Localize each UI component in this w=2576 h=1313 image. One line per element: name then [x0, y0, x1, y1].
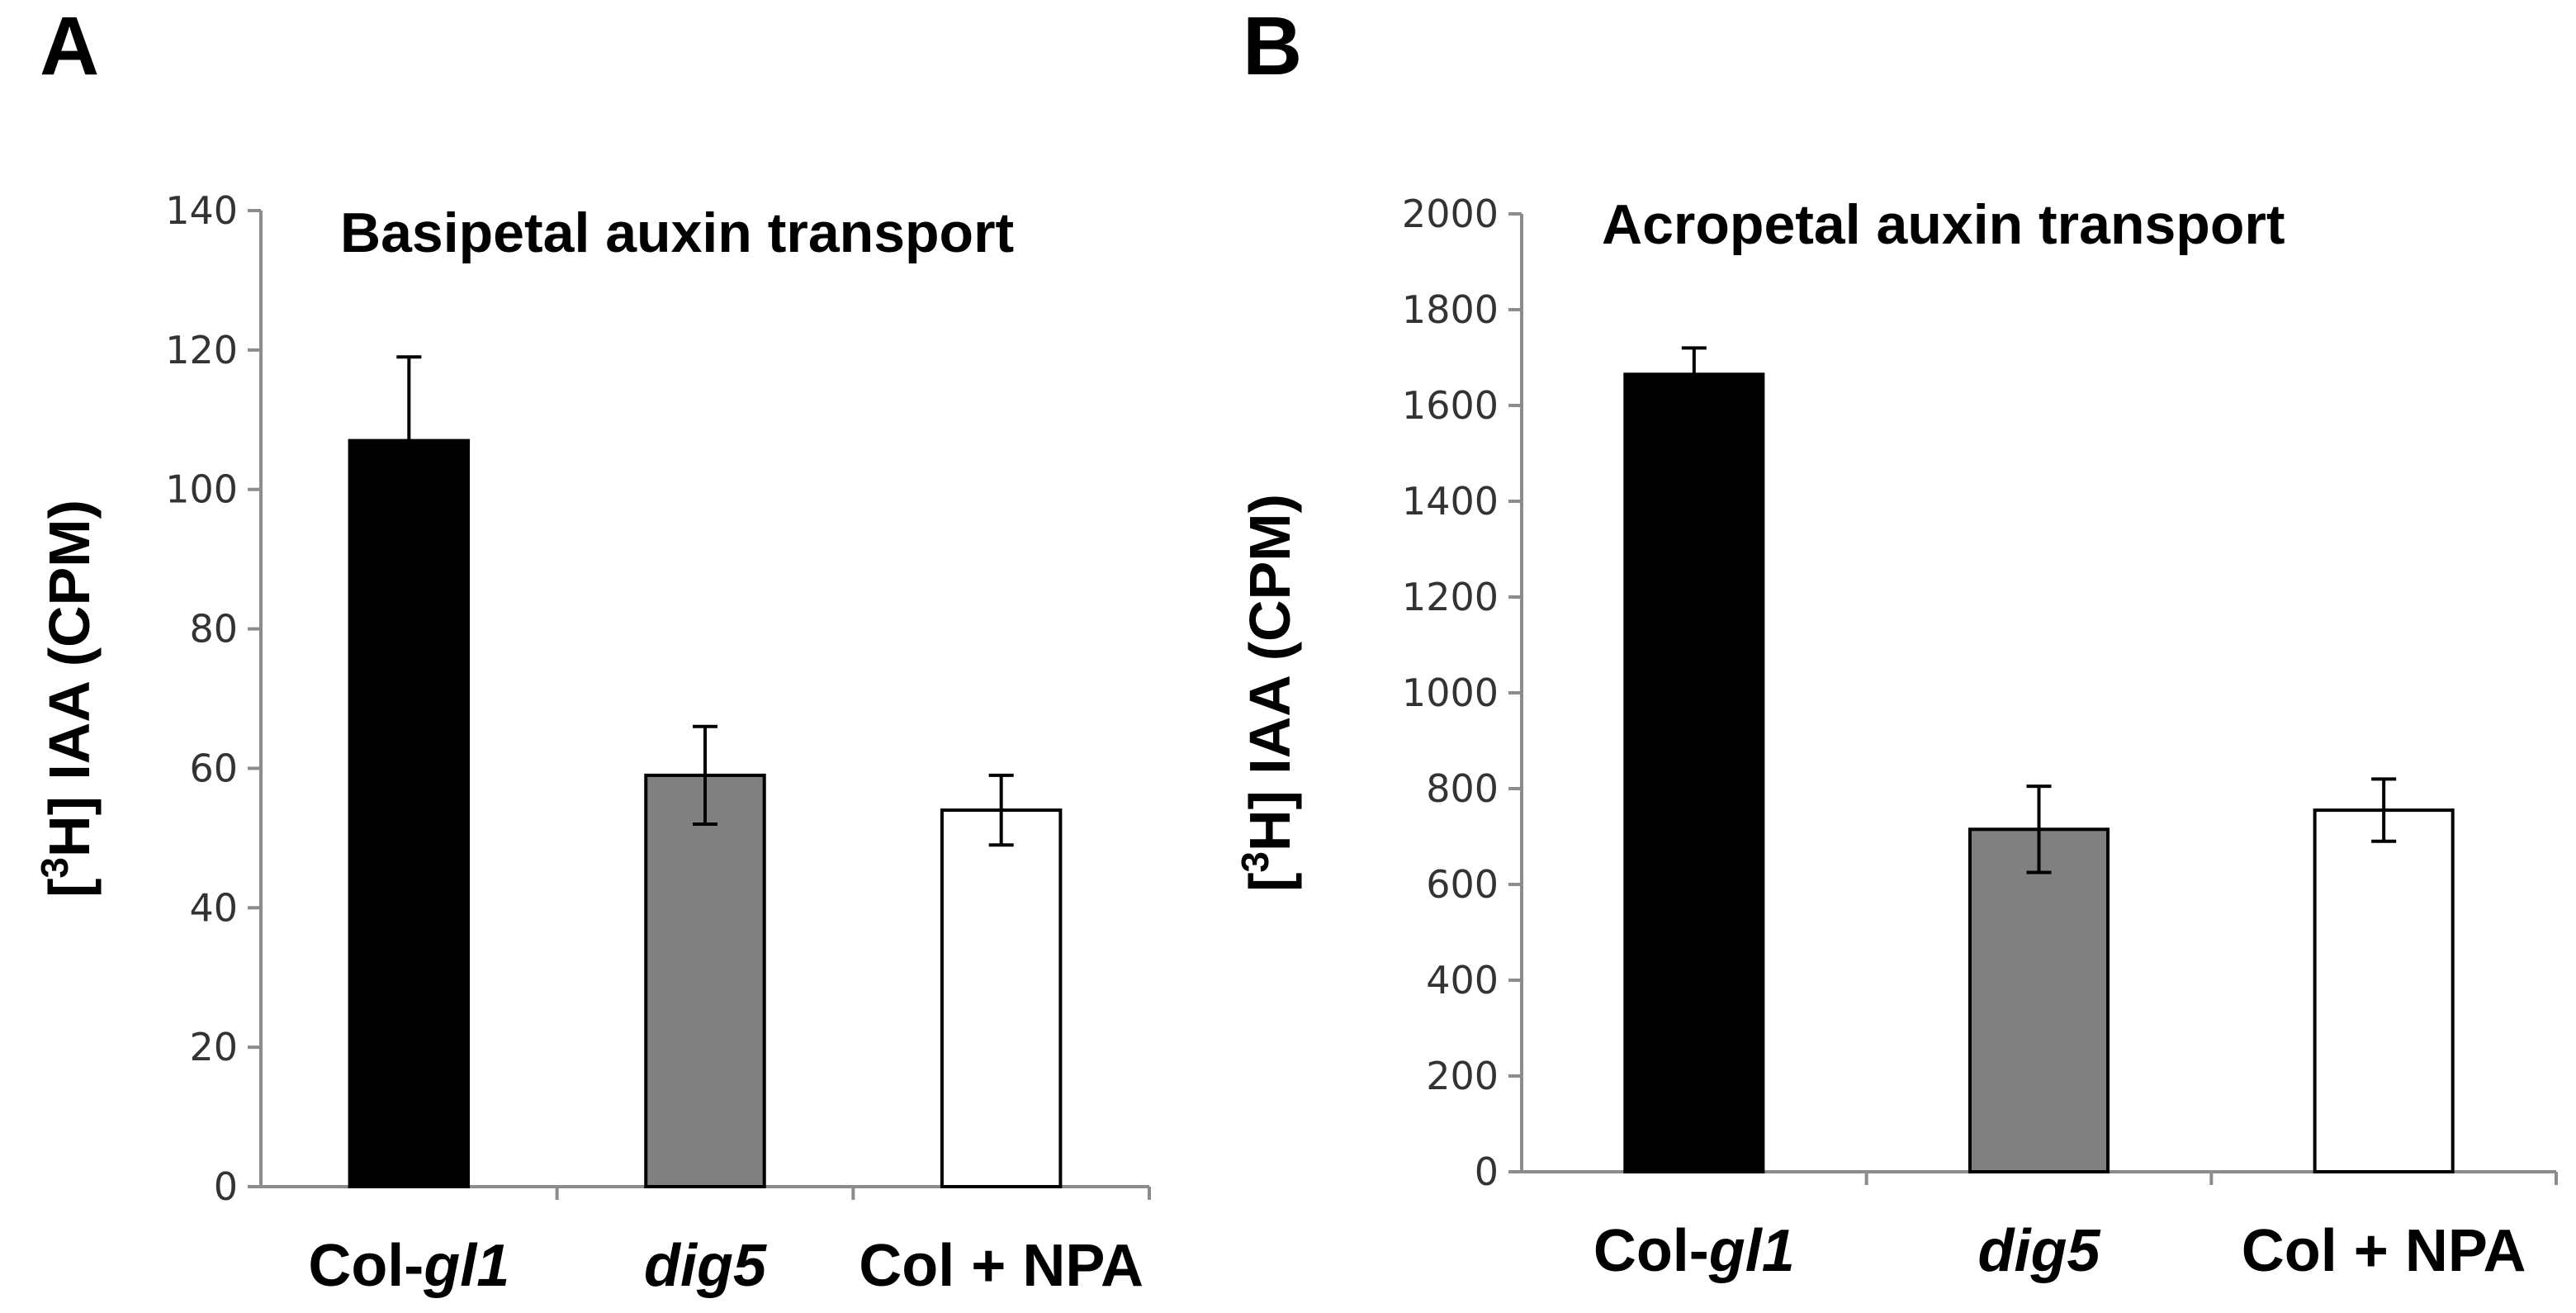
x-tick-label: Col-gl1 — [1593, 1218, 1795, 1284]
y-tick-label: 140 — [165, 188, 238, 233]
y-tick-label: 0 — [1475, 1149, 1499, 1194]
y-axis-label-part: [ — [1238, 873, 1302, 892]
y-axis-label: [3H] IAA (CPM) — [1234, 494, 1302, 892]
y-tick-label: 2000 — [1402, 192, 1499, 236]
y-axis-label-part: [ — [37, 879, 102, 898]
x-tick-label: Col-gl1 — [308, 1233, 509, 1299]
bar — [348, 438, 471, 1188]
x-tick-label-text: Col- — [308, 1233, 424, 1299]
chart-title: Acropetal auxin transport — [1602, 193, 2285, 256]
panel-letter-b: B — [1243, 0, 1302, 92]
y-tick-label: 600 — [1426, 862, 1499, 907]
y-tick-label: 60 — [189, 746, 238, 790]
y-tick-label: 0 — [214, 1164, 238, 1209]
x-tick-label-text: Col + NPA — [859, 1233, 1144, 1299]
y-tick-label: 80 — [189, 607, 238, 652]
y-axis-label-part: H] IAA (CPM) — [1238, 494, 1302, 851]
x-tick-label: dig5 — [1977, 1218, 2100, 1284]
chart-panel-b: Acropetal auxin transport [3H] IAA (CPM) 0… — [1234, 192, 2558, 1284]
x-tick-label-italic: gl1 — [1708, 1218, 1795, 1284]
panel-letter-a: A — [40, 0, 99, 92]
y-axis-label-superscript: 3 — [33, 857, 76, 879]
y-tick-label: 1600 — [1402, 383, 1499, 428]
y-tick-label: 800 — [1426, 766, 1499, 811]
y-tick-label: 1800 — [1402, 287, 1499, 332]
x-tick-label-italic: dig5 — [1977, 1218, 2100, 1284]
y-tick-label: 1400 — [1402, 479, 1499, 524]
chart-panel-a: Basipetal auxin transport [3H] IAA (CPM) 0… — [33, 188, 1151, 1299]
x-tick-label-italic: gl1 — [423, 1233, 509, 1299]
x-tick-label: Col + NPA — [2242, 1218, 2526, 1284]
x-tick-label-text: Col- — [1593, 1218, 1709, 1284]
bar — [940, 808, 1063, 1188]
y-tick-label: 120 — [165, 328, 238, 372]
y-tick-label: 1200 — [1402, 575, 1499, 619]
x-tick-label: Col + NPA — [859, 1233, 1144, 1299]
chart-title: Basipetal auxin transport — [340, 201, 1014, 264]
y-tick-label: 100 — [165, 467, 238, 512]
y-tick-label: 20 — [189, 1025, 238, 1069]
bar — [644, 773, 766, 1188]
y-axis-label: [3H] IAA (CPM) — [33, 500, 102, 898]
y-tick-label: 200 — [1426, 1054, 1499, 1098]
y-axis-label-part: H] IAA (CPM) — [37, 500, 102, 857]
x-tick-label: dig5 — [644, 1233, 767, 1299]
x-tick-label-italic: dig5 — [644, 1233, 767, 1299]
y-tick-label: 400 — [1426, 958, 1499, 1003]
y-tick-label: 40 — [189, 885, 238, 930]
bar — [1968, 827, 2110, 1173]
y-tick-label: 1000 — [1402, 671, 1499, 715]
bar — [1623, 372, 1765, 1173]
y-axis-label-superscript: 3 — [1234, 851, 1276, 873]
x-tick-label-text: Col + NPA — [2242, 1218, 2526, 1284]
bar — [2313, 808, 2455, 1173]
